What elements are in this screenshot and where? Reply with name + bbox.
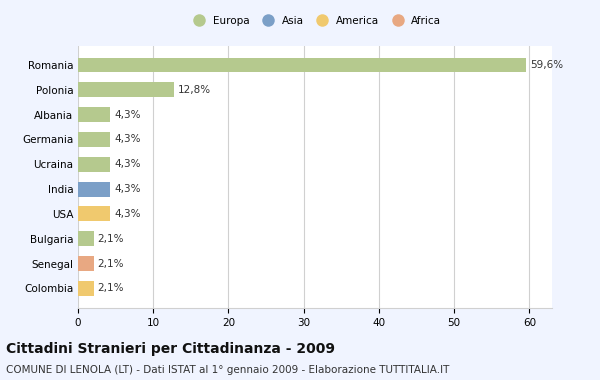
Bar [78, 231, 94, 246]
Bar [78, 182, 110, 196]
Bar [78, 57, 526, 73]
Bar [78, 157, 110, 172]
Text: Cittadini Stranieri per Cittadinanza - 2009: Cittadini Stranieri per Cittadinanza - 2… [6, 342, 335, 356]
Bar [78, 206, 110, 222]
Legend: Europa, Asia, America, Africa: Europa, Asia, America, Africa [185, 11, 445, 30]
Text: 4,3%: 4,3% [114, 209, 140, 219]
Text: COMUNE DI LENOLA (LT) - Dati ISTAT al 1° gennaio 2009 - Elaborazione TUTTITALIA.: COMUNE DI LENOLA (LT) - Dati ISTAT al 1°… [6, 365, 449, 375]
Text: 12,8%: 12,8% [178, 85, 211, 95]
Text: 59,6%: 59,6% [530, 60, 563, 70]
Bar [78, 107, 110, 122]
Text: 4,3%: 4,3% [114, 159, 140, 169]
Bar [78, 281, 94, 296]
Text: 2,1%: 2,1% [98, 283, 124, 293]
Text: 2,1%: 2,1% [98, 259, 124, 269]
Text: 2,1%: 2,1% [98, 234, 124, 244]
Text: 4,3%: 4,3% [114, 184, 140, 194]
Bar [78, 256, 94, 271]
Text: 4,3%: 4,3% [114, 109, 140, 120]
Bar [78, 82, 175, 97]
Bar [78, 132, 110, 147]
Text: 4,3%: 4,3% [114, 135, 140, 144]
